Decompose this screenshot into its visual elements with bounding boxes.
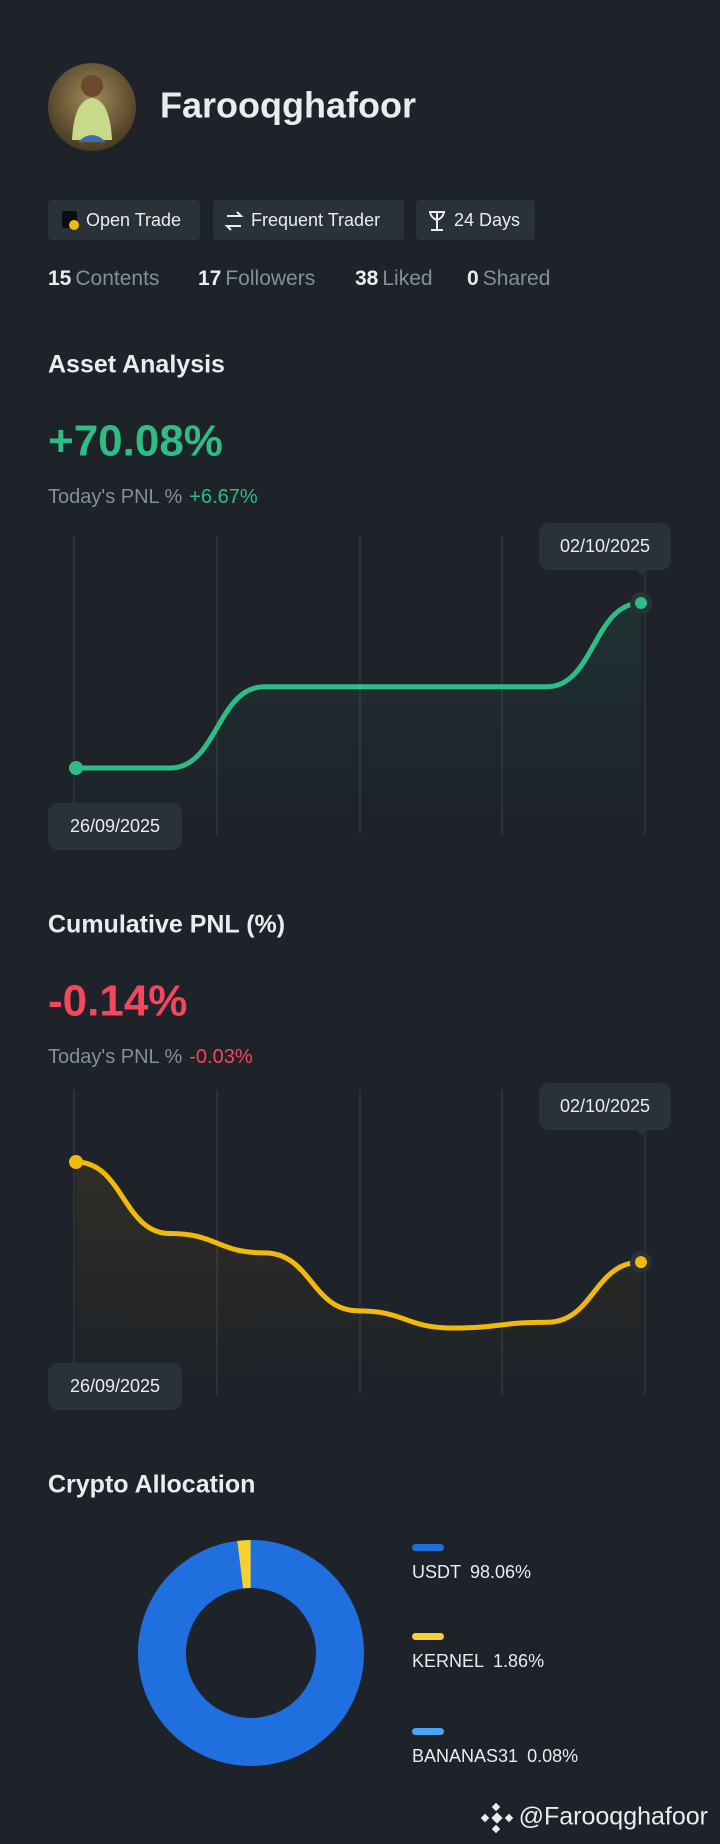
legend-label: BANANAS31 xyxy=(412,1746,518,1766)
badge: 24 Days xyxy=(454,210,520,230)
legend-value: 98.06% xyxy=(470,1562,531,1582)
stat-count: 38 xyxy=(355,267,379,290)
stat-count: 15 xyxy=(48,267,72,290)
username: Farooqghafoor xyxy=(160,85,416,126)
date-label: 26/09/2025 xyxy=(70,816,160,836)
stat-label: Shared xyxy=(483,267,551,290)
legend-label: KERNEL xyxy=(412,1651,484,1671)
badge: Frequent Trader xyxy=(251,210,380,230)
date-tag-pointer xyxy=(636,570,648,576)
date-label: 26/09/2025 xyxy=(70,1376,160,1396)
line-area xyxy=(76,1162,641,1395)
today-pnl: Today's PNL % -0.03% xyxy=(48,1046,253,1068)
donut-slice xyxy=(138,1540,364,1766)
stats: 15 Contents 17 Followers 38 Liked 0 Shared xyxy=(48,267,550,290)
avatar xyxy=(48,63,136,151)
date-tag xyxy=(48,1363,182,1410)
legend-swatch xyxy=(412,1633,444,1640)
headline-value: -0.14% xyxy=(48,977,187,1026)
asset-chart: 02/10/2025 26/09/2025 xyxy=(48,523,671,850)
section-title: Asset Analysis xyxy=(48,351,225,379)
stat-count: 17 xyxy=(198,267,221,290)
date-tag xyxy=(48,803,182,850)
badges: Open Trade Frequent Trader 24 Days xyxy=(48,200,535,240)
date-label: 02/10/2025 xyxy=(560,536,650,556)
legend-value: 0.08% xyxy=(527,1746,578,1766)
today-label: Today's PNL % xyxy=(48,486,182,508)
date-tag xyxy=(539,1083,671,1130)
line xyxy=(73,1159,644,1331)
today-pnl: Today's PNL % +6.67% xyxy=(48,486,258,508)
today-value: +6.67% xyxy=(189,486,258,508)
point xyxy=(635,597,647,609)
date-label: 02/10/2025 xyxy=(560,1096,650,1116)
stat-label: Liked xyxy=(382,267,432,290)
point xyxy=(69,1155,83,1169)
stat-label: Followers xyxy=(225,267,315,290)
date-tag-pointer xyxy=(636,1130,648,1136)
badge: Open Trade xyxy=(86,210,181,230)
donut-chart: USDT 98.06% KERNEL 1.86% BANANAS31 0.08% xyxy=(138,1539,578,1766)
today-label: Today's PNL % xyxy=(48,1046,182,1068)
headline-value: +70.08% xyxy=(48,417,223,466)
point xyxy=(635,1256,647,1269)
line xyxy=(73,600,644,771)
donut-slice xyxy=(237,1540,252,1589)
section-title: Crypto Allocation xyxy=(48,1471,255,1499)
pnl-chart: 02/10/2025 26/09/2025 xyxy=(48,1083,671,1410)
legend-swatch xyxy=(412,1728,444,1735)
date-tag xyxy=(539,523,671,570)
point xyxy=(69,761,83,775)
line-area xyxy=(76,603,641,835)
footer-handle: @Farooqghafoor xyxy=(519,1803,708,1831)
today-value: -0.03% xyxy=(189,1046,253,1068)
section-title: Cumulative PNL (%) xyxy=(48,911,285,939)
legend-swatch xyxy=(412,1544,444,1551)
stat-count: 0 xyxy=(467,267,479,290)
legend-label: USDT xyxy=(412,1562,461,1582)
legend-value: 1.86% xyxy=(493,1651,544,1671)
stat-label: Contents xyxy=(75,267,159,290)
